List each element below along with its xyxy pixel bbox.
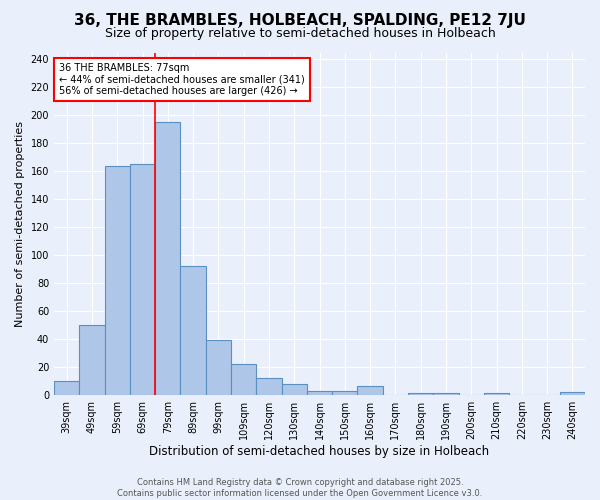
X-axis label: Distribution of semi-detached houses by size in Holbeach: Distribution of semi-detached houses by … <box>149 444 490 458</box>
Bar <box>281 384 307 394</box>
Text: Size of property relative to semi-detached houses in Holbeach: Size of property relative to semi-detach… <box>104 28 496 40</box>
Bar <box>256 378 281 394</box>
Bar <box>79 325 104 394</box>
Bar <box>231 364 256 394</box>
Bar <box>206 340 231 394</box>
Bar <box>155 122 181 394</box>
Text: 36 THE BRAMBLES: 77sqm
← 44% of semi-detached houses are smaller (341)
56% of se: 36 THE BRAMBLES: 77sqm ← 44% of semi-det… <box>59 63 305 96</box>
Bar <box>358 386 383 394</box>
Bar <box>307 390 332 394</box>
Bar <box>104 166 130 394</box>
Bar <box>560 392 585 394</box>
Text: Contains HM Land Registry data © Crown copyright and database right 2025.
Contai: Contains HM Land Registry data © Crown c… <box>118 478 482 498</box>
Y-axis label: Number of semi-detached properties: Number of semi-detached properties <box>15 120 25 326</box>
Bar <box>130 164 155 394</box>
Bar <box>54 380 79 394</box>
Text: 36, THE BRAMBLES, HOLBEACH, SPALDING, PE12 7JU: 36, THE BRAMBLES, HOLBEACH, SPALDING, PE… <box>74 12 526 28</box>
Bar <box>181 266 206 394</box>
Bar <box>332 390 358 394</box>
